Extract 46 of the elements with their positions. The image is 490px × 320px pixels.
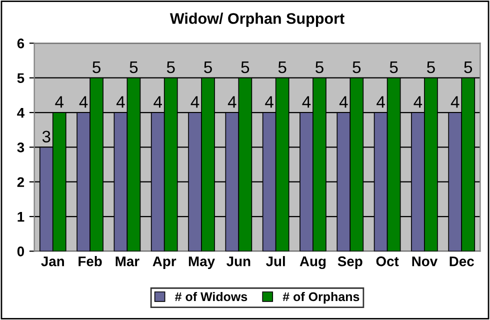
x-tick-label: Apr	[152, 256, 176, 270]
x-tick-label: Oct	[376, 256, 399, 266]
data-label: 4	[302, 96, 311, 108]
legend-label: # of Orphans	[282, 292, 360, 304]
data-label: 5	[166, 62, 175, 74]
data-label: 4	[79, 96, 88, 108]
data-label: 4	[190, 96, 200, 108]
data-label: 5	[241, 62, 250, 74]
data-label: 5	[204, 62, 212, 74]
x-tick-label: Feb	[78, 256, 102, 266]
y-tick-label: 5	[17, 73, 24, 84]
data-label: 4	[414, 96, 422, 108]
y-tick-label: 4	[17, 108, 25, 118]
x-tick-label: Jul	[266, 256, 285, 266]
data-label: 4	[154, 96, 162, 108]
y-tick-label: 6	[17, 38, 24, 48]
data-label: 4	[116, 96, 125, 108]
data-label: 5	[278, 62, 286, 74]
x-tick-label: Dec	[450, 256, 474, 266]
data-label: 4	[450, 96, 460, 108]
x-tick-label: Sep	[338, 256, 362, 270]
data-label: 4	[339, 96, 348, 108]
data-label: 4	[228, 96, 236, 108]
data-label: 5	[130, 62, 138, 74]
data-label: 5	[427, 62, 435, 74]
data-label: 5	[352, 62, 361, 74]
data-label: 5	[390, 62, 398, 74]
data-label: 5	[464, 62, 472, 74]
x-tick-label: Jun	[226, 256, 250, 266]
chart-title: Widow/ Orphan Support	[170, 12, 344, 27]
data-label: 4	[265, 96, 274, 108]
x-tick-label: Nov	[412, 256, 438, 266]
x-tick-label: Aug	[300, 256, 326, 270]
data-label: 4	[55, 96, 64, 108]
y-tick-label: 0	[17, 246, 24, 256]
y-tick-label: 1	[18, 212, 24, 222]
data-label: 4	[376, 96, 385, 108]
x-tick-label: Jan	[41, 256, 64, 266]
y-tick-label: 2	[17, 177, 24, 187]
legend-label: # of Widows	[175, 292, 248, 302]
data-label: 5	[92, 62, 100, 74]
x-tick-label: Mar	[116, 256, 140, 266]
data-label: 5	[316, 62, 324, 74]
x-tick-label: May	[188, 256, 215, 270]
data-label: 3	[42, 130, 50, 143]
y-tick-label: 3	[17, 142, 24, 152]
